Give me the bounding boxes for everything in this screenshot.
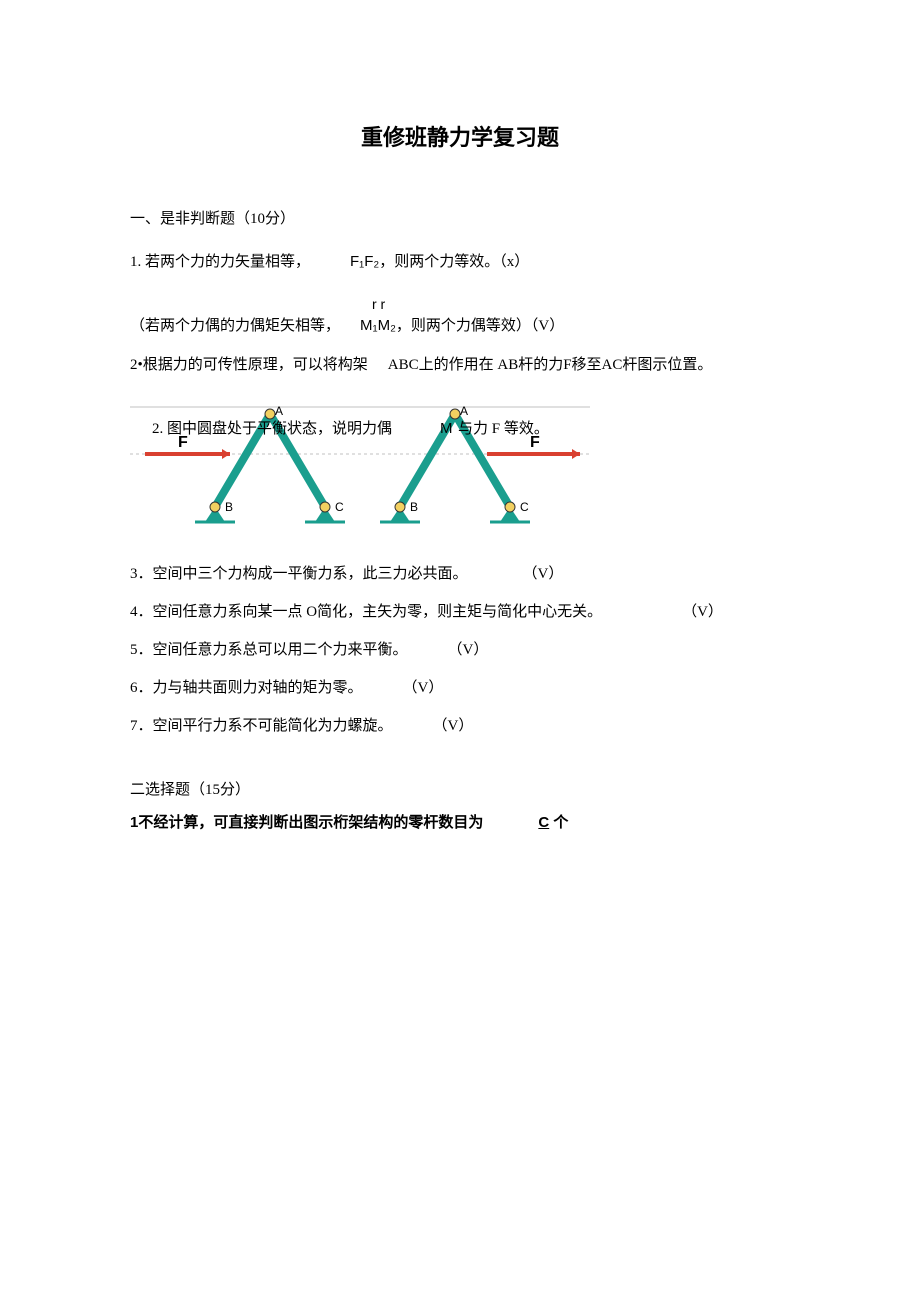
q2a-pre: 2•根据力的可传性原理，可以将构架 xyxy=(130,357,368,373)
section1-header: 一、是非判断题（10分） xyxy=(130,207,790,228)
label-A-left: A xyxy=(275,404,283,418)
q5-text: 5．空间任意力系总可以用二个力来平衡。 xyxy=(130,642,408,658)
item-q5: 5．空间任意力系总可以用二个力来平衡。 （V） xyxy=(130,638,790,662)
q1-answer: （x） xyxy=(499,254,529,270)
item-q3: 3．空间中三个力构成一平衡力系，此三力必共面。 （V） xyxy=(130,562,790,586)
q1-pre: 1. 若两个力的力矢量相等， xyxy=(130,254,310,270)
label-A-right: A xyxy=(460,404,468,418)
q1b-post: 则两个力偶等效） xyxy=(411,318,531,334)
label-C-left: C xyxy=(335,500,344,514)
mc-q1-answer: C xyxy=(538,814,549,831)
section2-header: 二选择题（15分） xyxy=(130,778,790,799)
item-q2a: 2•根据力的可传性原理，可以将构架 ABC上的作用在 AB杆的力F移至AC杆图示位… xyxy=(130,353,790,377)
item-q4: 4．空间任意力系向某一点 O简化，主矢为零，则主矩与简化中心无关。 （V） xyxy=(130,600,790,624)
q1b-answer: （V） xyxy=(531,318,564,334)
q2b-overlay-post: 与力 F 等效。 xyxy=(458,419,549,437)
mc-q1-post: 个 xyxy=(553,814,568,831)
page-title: 重修班静力学复习题 xyxy=(130,120,790,152)
item-q7: 7．空间平行力系不可能简化为力螺旋。 （V） xyxy=(130,714,790,738)
truss-diagram: F A B C A B C F xyxy=(130,399,790,534)
q7-text: 7．空间平行力系不可能简化为力螺旋。 xyxy=(130,718,393,734)
q1b-pre: （若两个力偶的力偶矩矢相等， xyxy=(130,318,340,334)
label-B-left: B xyxy=(225,500,233,514)
q6-text: 6．力与轴共面则力对轴的矩为零。 xyxy=(130,680,363,696)
q2a-mid: ABC上的作用在 AB杆的力F移至AC杆图示位置。 xyxy=(388,357,713,373)
mc-q1-pre: 1不经计算，可直接判断出图示桁架结构的零杆数目为 xyxy=(130,814,483,831)
label-B-right: B xyxy=(410,500,418,514)
q3-answer: （V） xyxy=(523,566,564,582)
item-q1: 1. 若两个力的力矢量相等， F₁F₂，则两个力等效。（x） xyxy=(130,250,790,274)
item-q6: 6．力与轴共面则力对轴的矩为零。 （V） xyxy=(130,676,790,700)
q6-answer: （V） xyxy=(403,680,444,696)
q7-answer: （V） xyxy=(433,718,474,734)
q1b-formula: M₁M₂， xyxy=(360,317,411,334)
q1-post: 则两个力等效。 xyxy=(394,254,499,270)
q4-answer: （V） xyxy=(682,604,723,620)
item-mc-q1: 1不经计算，可直接判断出图示桁架结构的零杆数目为 C 个 xyxy=(130,811,790,832)
q5-answer: （V） xyxy=(448,642,489,658)
q2b-overlay-pre: 2. 图中圆盘处于平衡状态，说明力偶 xyxy=(152,419,392,437)
q1-formula: F₁F₂， xyxy=(350,253,394,270)
item-q1b: （若两个力偶的力偶矩矢相等， M₁M₂，则两个力偶等效）（V） xyxy=(130,314,790,335)
label-C-right: C xyxy=(520,500,529,514)
rr-label: r r xyxy=(372,296,790,312)
q3-text: 3．空间中三个力构成一平衡力系，此三力必共面。 xyxy=(130,566,468,582)
truss-svg: F A B C A B C F xyxy=(130,399,590,529)
label-M: M xyxy=(440,420,453,437)
q4-text: 4．空间任意力系向某一点 O简化，主矢为零，则主矩与简化中心无关。 xyxy=(130,604,602,620)
